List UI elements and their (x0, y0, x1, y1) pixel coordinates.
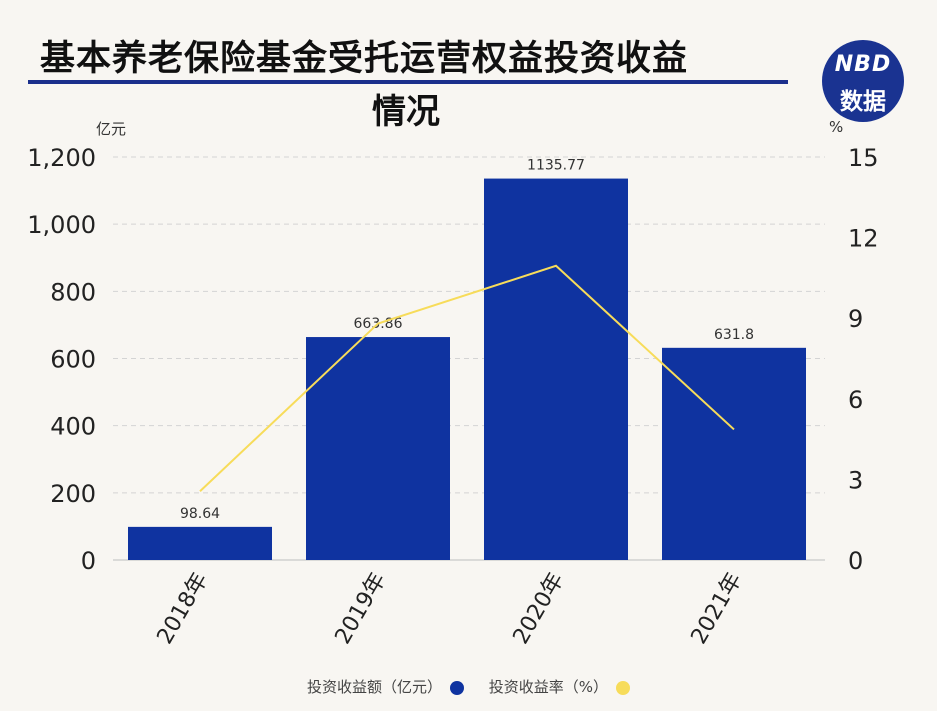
y2-tick-label: 6 (848, 386, 863, 414)
bar-data-label: 631.8 (714, 327, 754, 343)
legend-label-line: 投资收益率（%） (488, 678, 609, 696)
y-axis-right-unit: % (829, 118, 844, 136)
y2-tick-label: 3 (848, 466, 863, 494)
y-tick-label: 800 (50, 278, 96, 306)
logo-text-bottom: 数据 (840, 89, 886, 115)
title-underline (28, 80, 788, 84)
bar (128, 526, 272, 560)
y-tick-label: 1,200 (27, 144, 96, 172)
chart-title-line2: 情况 (372, 92, 440, 132)
x-tick-label: 2021年 (687, 569, 748, 649)
y-tick-label: 600 (50, 346, 96, 374)
bar-data-label: 1135.77 (527, 158, 585, 174)
line-series (199, 264, 735, 492)
bar (484, 178, 628, 561)
x-tick-label: 2018年 (153, 569, 214, 649)
legend-dot-bar (449, 680, 464, 695)
logo-text-top: NBD (834, 52, 892, 77)
legend-item-line: 投资收益率（%） (488, 676, 631, 697)
y2-tick-label: 12 (848, 225, 879, 253)
bar-data-label: 98.64 (180, 506, 220, 522)
legend-label-bar: 投资收益额（亿元） (306, 678, 442, 696)
chart-title-line1: 基本养老保险基金受托运营权益投资收益 (40, 39, 689, 79)
bar (662, 347, 806, 560)
legend: 投资收益额（亿元） 投资收益率（%） (0, 676, 937, 697)
nbd-logo: NBD 数据 (822, 40, 904, 122)
y-tick-label: 400 (50, 413, 96, 441)
y-tick-label: 0 (81, 547, 96, 575)
y-axis-left-unit: 亿元 (96, 120, 127, 138)
y-tick-label: 1,000 (27, 211, 96, 239)
y-tick-label: 200 (50, 480, 96, 508)
bar (306, 337, 450, 560)
y2-tick-label: 15 (848, 144, 879, 172)
y2-tick-label: 0 (848, 547, 863, 575)
y2-tick-label: 9 (848, 305, 863, 333)
x-tick-label: 2019年 (331, 569, 392, 649)
x-tick-label: 2020年 (509, 569, 570, 649)
legend-item-bar: 投资收益额（亿元） (307, 676, 464, 697)
legend-dot-line (616, 680, 631, 695)
